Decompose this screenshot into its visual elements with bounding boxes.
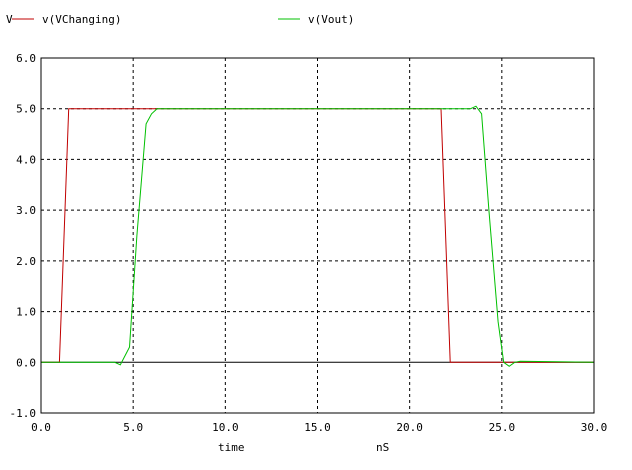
y-tick-label: 0.0 — [16, 356, 36, 369]
plot-frame — [40, 57, 595, 414]
legend-label: v(VChanging) — [42, 13, 121, 26]
x-tick-label: 25.0 — [489, 421, 516, 434]
x-tick-label: 15.0 — [304, 421, 331, 434]
legend-label: v(Vout) — [308, 13, 354, 26]
x-axis-label: time — [218, 441, 245, 454]
series-line-1 — [41, 105, 595, 367]
y-tick-label: 3.0 — [16, 204, 36, 217]
series-layer — [41, 105, 595, 367]
y-tick-label: -1.0 — [10, 407, 37, 420]
x-tick-label: 10.0 — [212, 421, 239, 434]
x-tick-label: 20.0 — [396, 421, 423, 434]
y-axis-unit-label: V — [6, 13, 13, 26]
y-tick-label: 4.0 — [16, 153, 36, 166]
y-tick-label: 6.0 — [16, 52, 36, 65]
x-tick-label: 30.0 — [581, 421, 608, 434]
y-tick-label: 1.0 — [16, 306, 36, 319]
tick-labels: 0.0 5.0 10.0 15.0 20.0 25.0 30.0-1.00.01.02.03… — [10, 52, 608, 434]
x-tick-label: 5.0 — [123, 421, 143, 434]
x-tick-label: 0.0 — [31, 421, 51, 434]
legend: v(VChanging) v(Vout) — [12, 13, 354, 26]
y-tick-label: 2.0 — [16, 255, 36, 268]
grid — [41, 58, 594, 413]
x-axis-unit: nS — [376, 441, 389, 454]
y-tick-label: 5.0 — [16, 103, 36, 116]
